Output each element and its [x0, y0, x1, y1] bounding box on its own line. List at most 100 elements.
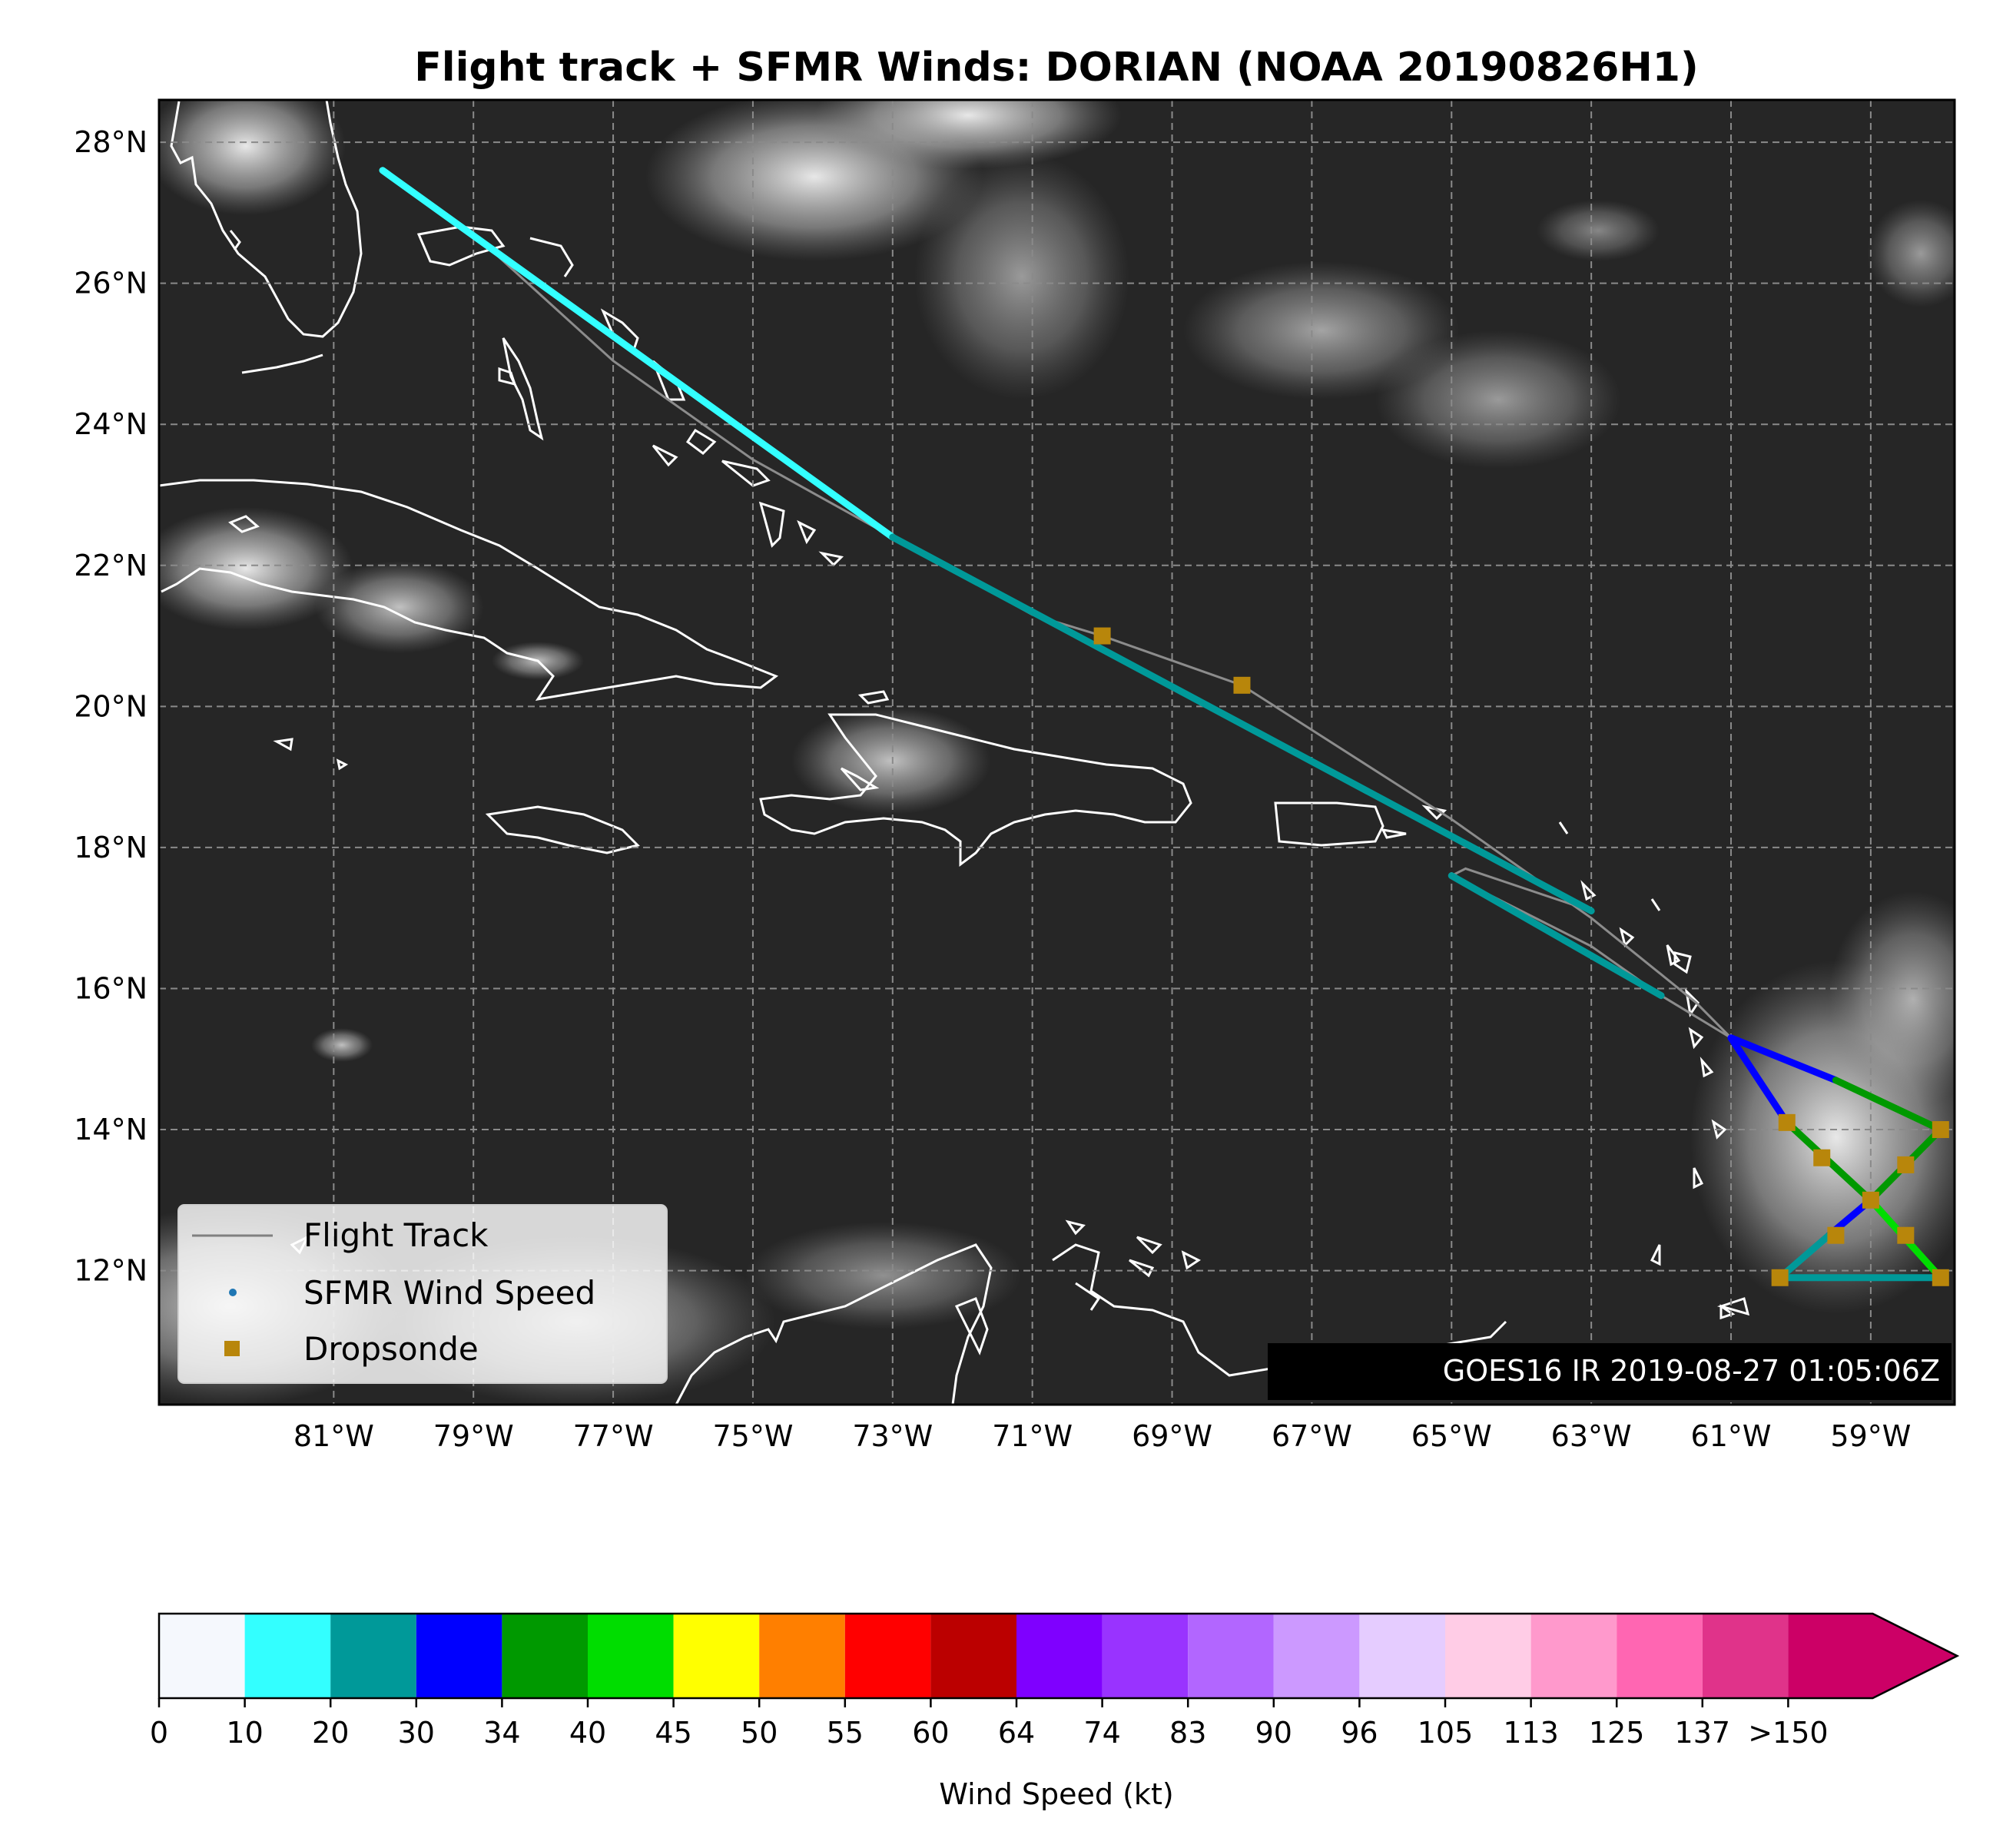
colorbar-tick-label: 105 — [1418, 1716, 1474, 1750]
colorbar-cell — [1617, 1614, 1703, 1698]
lat-tick-label: 22°N — [74, 549, 148, 582]
colorbar-cell — [1016, 1614, 1103, 1698]
colorbar-cell — [759, 1614, 845, 1698]
legend: Flight Track SFMR Wind Speed Dropsonde — [177, 1204, 668, 1384]
colorbar-tick-label: 60 — [912, 1716, 949, 1750]
lon-tick-label: 81°W — [293, 1419, 374, 1453]
lat-tick-label: 18°N — [74, 831, 148, 864]
colorbar-tick-label: 64 — [998, 1716, 1035, 1750]
colorbar-tick-label: >150 — [1748, 1716, 1828, 1750]
graticule — [159, 100, 1955, 1405]
coastline-puerto-rico — [1274, 801, 1384, 847]
longitude-tick-labels: 81°W 79°W 77°W 75°W 73°W 71°W 69°W 67°W 65°W 63°W… — [293, 1419, 1911, 1453]
colorbar-tick-label: 137 — [1675, 1716, 1731, 1750]
colorbar-tick-label: 113 — [1503, 1716, 1559, 1750]
dropsonde-marker — [1771, 1269, 1789, 1286]
colorbar-cell — [244, 1614, 331, 1698]
map-panel: Flight Track SFMR Wind Speed Dropsonde G… — [158, 98, 1956, 1406]
lat-tick-label: 28°N — [74, 125, 148, 159]
lon-tick-label: 77°W — [573, 1419, 654, 1453]
colorbar-cell — [1188, 1614, 1274, 1698]
legend-dropsonde-swatch — [224, 1341, 240, 1356]
colorbar-tick-label: 74 — [1083, 1716, 1120, 1750]
lat-tick-label: 16°N — [74, 971, 148, 1005]
coastline-hispaniola — [759, 713, 1192, 867]
dropsonde-marker — [1778, 1113, 1796, 1131]
colorbar-tick-label: 0 — [150, 1716, 168, 1750]
imagery-stamp: GOES16 IR 2019-08-27 01:05:06Z — [1268, 1343, 1952, 1400]
colorbar-cell — [1102, 1614, 1189, 1698]
colorbar-tick-label: 83 — [1169, 1716, 1206, 1750]
lon-tick-label: 73°W — [852, 1419, 933, 1453]
colorbar-cell — [673, 1614, 760, 1698]
colorbar-cell — [416, 1614, 502, 1698]
coastline-lesser-antilles — [1558, 821, 1569, 834]
colorbar-extend-arrow — [1788, 1614, 1958, 1698]
colorbar-cell — [1530, 1614, 1617, 1698]
colorbar-cell — [1445, 1614, 1531, 1698]
colorbar-cell — [1273, 1614, 1360, 1698]
sfmr-wind-segment — [379, 167, 897, 541]
sfmr-wind-segment — [889, 533, 1595, 915]
dropsonde-marker — [1813, 1149, 1831, 1166]
colorbar-tick-label: 10 — [226, 1716, 263, 1750]
lat-tick-label: 20°N — [74, 689, 148, 723]
colorbar-tick-label: 125 — [1589, 1716, 1645, 1750]
coastlines — [159, 100, 1750, 1405]
lon-tick-label: 71°W — [992, 1419, 1073, 1453]
colorbar-cell — [588, 1614, 674, 1698]
lon-tick-label: 59°W — [1830, 1419, 1911, 1453]
sfmr-wind-segment — [1447, 872, 1665, 1000]
lat-tick-label: 14°N — [74, 1113, 148, 1146]
colorbar-cell — [1702, 1614, 1789, 1698]
colorbar: 0 10 20 30 34 40 45 50 55 60 64 74 83 90 96 105 113 125 13… — [150, 1612, 1960, 1811]
colorbar-outline — [158, 1612, 1960, 1700]
lat-tick-label: 24°N — [74, 407, 148, 441]
dropsonde-marker — [1932, 1269, 1949, 1286]
colorbar-cell — [1359, 1614, 1445, 1698]
colorbar-tick-label: 50 — [741, 1716, 778, 1750]
lon-tick-label: 61°W — [1691, 1419, 1772, 1453]
colorbar-cell — [930, 1614, 1016, 1698]
lon-tick-label: 69°W — [1132, 1419, 1212, 1453]
colorbar-label: Wind Speed (kt) — [939, 1777, 1173, 1811]
colorbar-tick-label: 40 — [569, 1716, 606, 1750]
coastline-jamaica — [485, 805, 640, 854]
imagery-stamp-text: GOES16 IR 2019-08-27 01:05:06Z — [1443, 1354, 1940, 1388]
dropsonde-marker — [1827, 1226, 1845, 1244]
latitude-tick-labels: 28°N 26°N 24°N 22°N 20°N 18°N 16°N 14°N 12°N — [74, 125, 148, 1288]
colorbar-cell — [330, 1614, 416, 1698]
lon-tick-label: 75°W — [712, 1419, 793, 1453]
coastline-florida — [170, 100, 363, 338]
chart-title: Flight track + SFMR Winds: DORIAN (NOAA … — [414, 45, 1699, 91]
lat-tick-label: 26°N — [74, 267, 148, 300]
dropsonde-marker — [1932, 1121, 1949, 1139]
dropsonde-marker — [1233, 676, 1251, 694]
map-frame — [158, 98, 1956, 1406]
dropsonde-layer — [1093, 627, 1949, 1286]
colorbar-cell — [159, 1614, 245, 1698]
legend-dropsonde-label: Dropsonde — [303, 1330, 479, 1368]
sfmr-wind-segment — [1727, 1034, 1839, 1084]
sfmr-wind-segment — [1832, 1077, 1945, 1133]
colorbar-tick-label: 20 — [312, 1716, 349, 1750]
lon-tick-label: 79°W — [433, 1419, 514, 1453]
legend-flight-track-label: Flight Track — [303, 1216, 489, 1254]
legend-box — [177, 1204, 668, 1384]
coastline-cuba — [159, 479, 779, 702]
lon-tick-label: 67°W — [1272, 1419, 1352, 1453]
colorbar-tick-label: 30 — [398, 1716, 435, 1750]
dropsonde-marker — [1862, 1191, 1879, 1209]
sfmr-wind-segment — [1727, 1034, 1791, 1126]
dropsonde-marker — [1093, 627, 1111, 645]
lon-tick-label: 65°W — [1411, 1419, 1492, 1453]
colorbar-tick-label: 55 — [827, 1716, 864, 1750]
lon-tick-label: 63°W — [1551, 1419, 1632, 1453]
colorbar-cell — [502, 1614, 588, 1698]
colorbar-tick-label: 90 — [1255, 1716, 1292, 1750]
legend-sfmr-label: SFMR Wind Speed — [303, 1274, 595, 1312]
dropsonde-marker — [1897, 1226, 1915, 1244]
lat-tick-label: 12°N — [74, 1254, 148, 1288]
colorbar-tick-label: 45 — [655, 1716, 691, 1750]
